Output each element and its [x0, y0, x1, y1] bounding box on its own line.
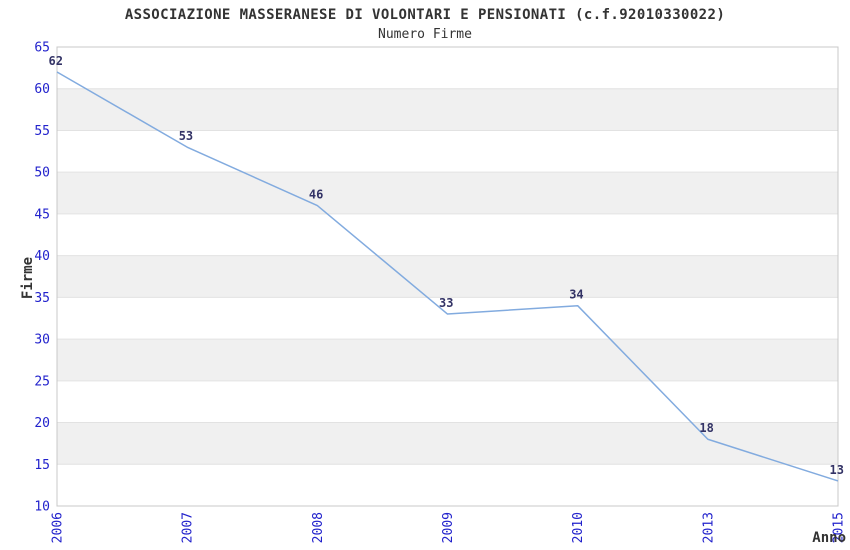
- y-tick-label: 40: [34, 249, 50, 264]
- data-point-label: 13: [830, 463, 844, 477]
- grid-band: [57, 88, 838, 131]
- y-tick-label: 35: [34, 291, 50, 306]
- data-point-label: 34: [569, 288, 583, 302]
- x-tick-label: 2009: [441, 512, 456, 543]
- data-point-label: 33: [439, 296, 453, 310]
- data-point-label: 46: [309, 188, 323, 202]
- y-tick-label: 30: [34, 333, 50, 348]
- x-tick-label: 2010: [571, 512, 586, 543]
- y-tick-label: 50: [34, 166, 50, 181]
- chart-subtitle: Numero Firme: [378, 27, 472, 42]
- grid-band: [57, 422, 838, 465]
- x-tick-label: 2006: [51, 512, 66, 543]
- data-line: [56, 71, 839, 482]
- chart-title: ASSOCIAZIONE MASSERANESE DI VOLONTARI E …: [124, 7, 726, 23]
- data-point-label: 62: [49, 54, 63, 68]
- y-tick-label: 45: [34, 207, 50, 222]
- x-axis-title: Anno: [812, 530, 846, 546]
- grid-band: [57, 339, 838, 381]
- x-tick-label: 2015: [832, 512, 847, 543]
- plot-border: [56, 46, 839, 507]
- y-tick-label: 25: [34, 374, 50, 389]
- x-tick-label: 2013: [701, 512, 716, 543]
- y-tick-label: 20: [34, 416, 50, 431]
- y-tick-label: 15: [34, 458, 50, 473]
- y-tick-label: 65: [34, 41, 50, 56]
- grid-band: [57, 255, 838, 298]
- y-tick-label: 60: [34, 82, 50, 97]
- data-point-label: 53: [179, 129, 193, 143]
- y-tick-label: 55: [34, 124, 50, 139]
- x-tick-label: 2008: [311, 512, 326, 543]
- grid-band: [57, 172, 838, 214]
- x-tick-label: 2007: [181, 512, 196, 543]
- data-point-label: 18: [699, 421, 713, 435]
- y-tick-label: 10: [34, 500, 50, 515]
